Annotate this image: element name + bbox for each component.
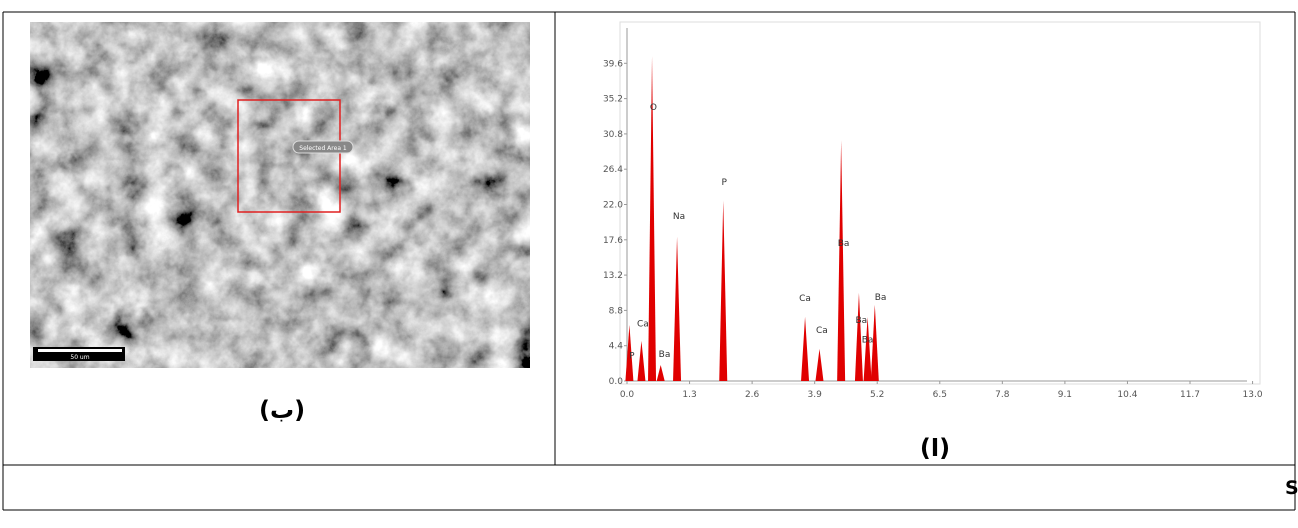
- sem-image: Selected Area 1 50 um: [30, 22, 530, 368]
- peak: [656, 364, 665, 381]
- scale-bar-line: [38, 349, 122, 352]
- peak: [863, 316, 872, 381]
- peak: [815, 348, 824, 381]
- y-tick-label: 26.4: [603, 165, 623, 175]
- scale-bar-label: 50 um: [70, 354, 89, 361]
- peak: [837, 140, 846, 381]
- peak: [673, 236, 682, 381]
- y-tick-label: 8.8: [609, 306, 624, 316]
- peak-label: P: [721, 178, 727, 188]
- x-tick-label: 13.0: [1243, 390, 1263, 400]
- peak-label: Na: [673, 212, 685, 222]
- peak-label: Ba: [875, 293, 887, 303]
- y-tick-label: 0.0: [609, 377, 624, 387]
- peak-label: Ba: [659, 350, 671, 360]
- x-tick-label: 2.6: [745, 390, 760, 400]
- chart: 0.0 4.4 8.8 13.2 17.6 22.0 26.4 30.8 35.2 39.6 0.0…: [603, 28, 1263, 400]
- selection-box: [237, 99, 341, 213]
- peak-label: Ca: [637, 319, 649, 329]
- peak: [719, 200, 728, 381]
- x-tick-label: 9.1: [1058, 390, 1072, 400]
- y-tick-label: 17.6: [603, 236, 623, 246]
- peak: [801, 316, 810, 381]
- y-tick-label: 22.0: [603, 201, 623, 211]
- x-tick-label: 10.4: [1117, 390, 1137, 400]
- peak: [625, 324, 634, 381]
- peak-label: P: [629, 352, 635, 362]
- y-tick-label: 30.8: [603, 130, 623, 140]
- peak-label: Ba: [862, 335, 874, 345]
- y-tick-label: 39.6: [603, 59, 623, 69]
- caption: الشكل III .8.. صور مجهرية SEM-EDX للترسي…: [1285, 475, 1298, 499]
- peak-label: Ba: [838, 239, 850, 249]
- y-tick-label: 4.4: [609, 342, 624, 352]
- x-tick-label: 1.3: [682, 390, 696, 400]
- peak: [648, 56, 657, 382]
- peak: [870, 304, 879, 381]
- selection-label: Selected Area 1: [299, 145, 347, 152]
- x-tick-label: 0.0: [620, 390, 635, 400]
- x-tick-label: 7.8: [995, 390, 1010, 400]
- peak-label: O: [650, 103, 657, 113]
- plot-frame: [619, 21, 1261, 385]
- panel-label: (ا): [920, 434, 950, 462]
- peak: [637, 340, 646, 381]
- selection-tag: [292, 140, 354, 154]
- peak-label: Ca: [799, 294, 811, 304]
- x-tick-label: 3.9: [808, 390, 823, 400]
- peak: [854, 292, 863, 381]
- y-tick-label: 13.2: [603, 271, 623, 281]
- x-tick-label: 11.7: [1180, 390, 1200, 400]
- peak-label: Ba: [855, 316, 867, 326]
- table-borders: [2, 11, 1296, 511]
- x-tick-label: 6.5: [933, 390, 947, 400]
- peak-label: Ca: [816, 326, 828, 336]
- panel-label: (ب): [259, 396, 305, 424]
- y-tick-label: 35.2: [603, 95, 623, 105]
- x-tick-label: 5.2: [870, 390, 884, 400]
